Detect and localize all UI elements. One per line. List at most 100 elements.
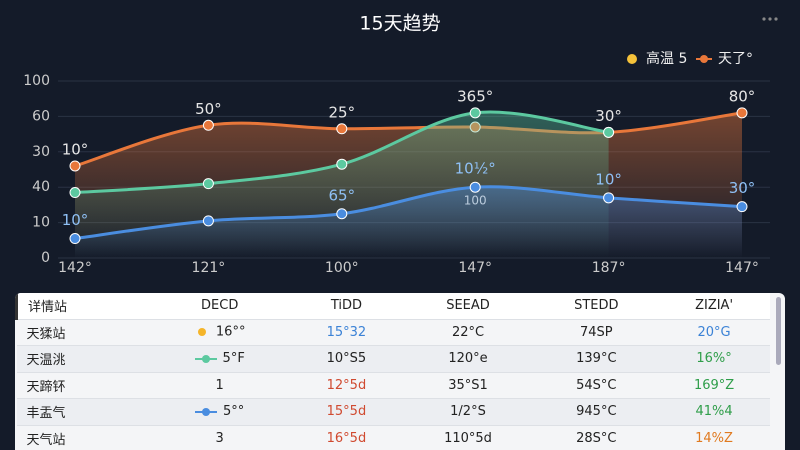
data-point [603,192,615,204]
data-point [69,160,81,172]
data-point [202,178,214,190]
details-table: 详情站 DECD TiDD SEEAD STEDD ZIZIA' 天猱站 16°° 15°32 2… [15,293,785,450]
data-point [336,123,348,135]
table-cell: 169°Z [658,372,770,399]
data-point [336,208,348,220]
cell-text: 54S°C [576,377,617,393]
data-point [336,158,348,170]
x-tick-label: 100° [325,260,359,276]
table-cell: 1 [148,372,292,399]
header-cell: ZIZIA' [658,293,770,320]
menu-icon[interactable] [762,17,778,21]
point-label: 365° [457,87,493,105]
table-cell: 41%4 [658,398,770,426]
cell-text: 139°C [576,351,617,367]
x-tick-label: 121° [192,260,226,276]
point-label: 10½° [455,160,496,178]
cell-text: 16°° [215,324,246,340]
table-cell: 28S°C [534,425,659,450]
table-row: 天猱站 16°° 15°32 22°C 74SP 20°G [16,319,770,346]
series-line [74,185,743,241]
legend-icon [627,54,637,64]
data-point [469,107,481,119]
table-cell: 15°5d [291,398,402,426]
table-cell: 20°G [658,319,770,346]
point-label: 25° [329,103,356,121]
table-cell: 1/2°S [401,398,535,426]
scrollbar[interactable] [776,297,781,365]
table-cell: 天猱站 [16,319,148,346]
table-cell: 74SP [534,319,659,346]
legend-label: 高温 5 [646,50,687,67]
table-cell: 丰盂气 [16,398,148,426]
data-point [736,107,748,119]
table-cell: 139°C [534,345,659,373]
x-tick-label: 147° [458,260,492,276]
cell-text: 15°5d [326,404,367,420]
point-label: 10° [595,170,622,188]
header-cell: STEDD [534,293,659,320]
line-icon [194,354,217,363]
cell-text: 5°F [222,351,245,367]
cell-text: 28S°C [576,430,617,446]
chart-title: 15天趋势 [359,13,440,35]
sun-icon [197,328,206,337]
cell-text: 丰盂气 [26,406,66,422]
table-cell: 5°° [148,398,292,426]
header-cell: DECD [148,293,292,320]
table-cell: 天蹄钚 [16,372,148,399]
cell-text: 169°Z [693,377,735,393]
header-row: 详情站 DECD TiDD SEEAD STEDD ZIZIA' [15,293,770,320]
table-cell: 16°° [148,319,292,346]
cell-text: 3 [215,430,224,446]
header-cell: TiDD [291,293,402,320]
header-cell: SEEAD [401,293,535,320]
data-point [736,201,748,213]
table-cell: 120°e [401,345,535,373]
table-cell: 14%Z [658,425,770,450]
data-point [202,119,214,131]
header-cell: 详情站 [15,293,148,320]
cell-text: 120°e [448,351,488,367]
cell-text: 12°5d [326,377,367,393]
data-point [603,126,615,138]
cell-text: 74SP [580,324,613,340]
cell-text: 5°° [223,404,245,420]
table-row: 天蹄钚 1 12°5d 35°S1 54S°C 169°Z [16,372,770,399]
table-cell: 54S°C [534,372,659,399]
table-row: 天气站 3 16°5d 110°5d 28S°C 14%Z [16,425,770,450]
cell-text: 41%4 [695,404,733,420]
y-tick-label: 0 [41,250,50,266]
y-tick-label: 10 [32,215,50,231]
cell-text: 35°S1 [448,377,488,393]
point-label: 30° [595,107,622,125]
x-tick-label: 142° [58,260,92,276]
cell-text: 945°C [576,404,617,420]
data-point [202,215,214,227]
cell-text: 110°5d [444,430,492,446]
table-row: 丰盂气 5°° 15°5d 1/2°S 945°C 41%4 [16,398,770,426]
table-cell: 110°5d [401,425,535,450]
data-point [69,233,81,245]
point-label: 50° [195,100,222,118]
y-tick-label: 40 [32,179,50,195]
cell-text: 22°C [451,324,485,340]
point-label: 100 [464,194,487,208]
cell-text: 天气站 [26,432,66,448]
line-icon [195,407,218,416]
series-area [75,186,742,258]
cell-text: 天猱站 [26,326,66,342]
y-tick-label: 30 [32,144,50,160]
table-cell: 天温洮 [16,345,148,373]
cell-text: 15°32 [326,324,367,340]
table-cell: 35°S1 [401,372,535,399]
legend: 高温 5 天了° [627,50,753,67]
point-label: 10° [62,211,89,229]
table-cell: 16%° [658,345,770,373]
cell-text: 16°5d [326,430,367,446]
table-cell: 天气站 [16,425,148,450]
series-line [74,111,743,168]
x-tick-label: 187° [592,260,626,276]
